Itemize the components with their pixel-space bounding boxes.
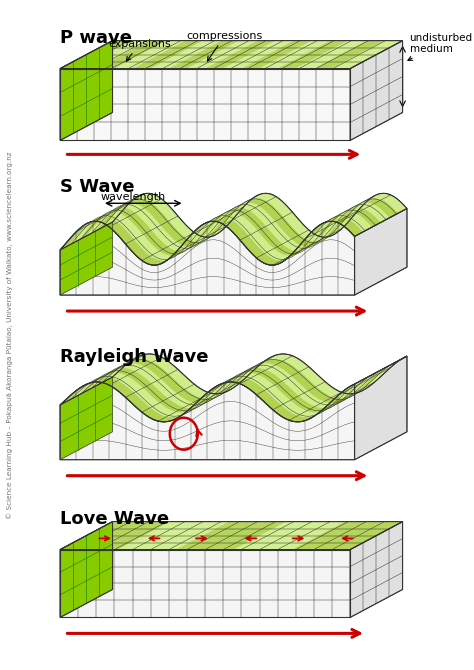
Polygon shape [60, 377, 363, 422]
Polygon shape [60, 194, 407, 265]
Polygon shape [292, 522, 402, 549]
Polygon shape [355, 208, 407, 295]
Polygon shape [350, 522, 402, 618]
Polygon shape [169, 41, 239, 68]
Polygon shape [60, 68, 350, 141]
Polygon shape [133, 41, 203, 68]
Polygon shape [176, 522, 287, 549]
Polygon shape [241, 41, 312, 68]
Polygon shape [60, 41, 112, 141]
Text: S Wave: S Wave [60, 178, 135, 196]
Polygon shape [115, 41, 185, 68]
Text: © Science Learning Hub – Pokapuā Akoranga Pūtaiao, University of Waikato, www.sc: © Science Learning Hub – Pokapuā Akorang… [6, 151, 13, 519]
Polygon shape [60, 41, 131, 68]
Polygon shape [60, 354, 407, 422]
Text: Love Wave: Love Wave [60, 510, 169, 528]
Polygon shape [69, 212, 372, 261]
Polygon shape [355, 356, 407, 460]
Polygon shape [104, 354, 407, 399]
Polygon shape [60, 522, 171, 549]
Polygon shape [78, 368, 381, 413]
Text: expansions: expansions [108, 39, 171, 61]
Text: undisturbed
medium: undisturbed medium [408, 33, 473, 60]
Polygon shape [60, 216, 363, 265]
Polygon shape [60, 549, 350, 618]
Polygon shape [332, 41, 402, 68]
Text: P wave: P wave [60, 29, 132, 47]
Polygon shape [60, 221, 355, 295]
Text: Rayleigh Wave: Rayleigh Wave [60, 348, 209, 366]
Polygon shape [205, 41, 276, 68]
Polygon shape [78, 41, 149, 68]
Polygon shape [118, 522, 228, 549]
Polygon shape [78, 207, 381, 256]
Polygon shape [95, 358, 398, 403]
Polygon shape [60, 222, 112, 295]
Polygon shape [86, 363, 390, 408]
Polygon shape [60, 522, 402, 549]
Text: compressions: compressions [187, 31, 263, 61]
Polygon shape [86, 202, 390, 251]
Polygon shape [314, 41, 384, 68]
Polygon shape [60, 382, 355, 460]
Polygon shape [350, 41, 402, 141]
Polygon shape [187, 41, 257, 68]
Polygon shape [296, 41, 366, 68]
Polygon shape [60, 377, 112, 460]
Polygon shape [96, 41, 167, 68]
Polygon shape [104, 194, 407, 242]
Polygon shape [60, 522, 112, 618]
Polygon shape [234, 522, 345, 549]
Polygon shape [95, 198, 398, 247]
Polygon shape [60, 41, 402, 68]
Polygon shape [69, 373, 372, 417]
Polygon shape [223, 41, 294, 68]
Polygon shape [260, 41, 330, 68]
Polygon shape [278, 41, 348, 68]
Text: wavelength: wavelength [100, 192, 165, 202]
Polygon shape [151, 41, 221, 68]
